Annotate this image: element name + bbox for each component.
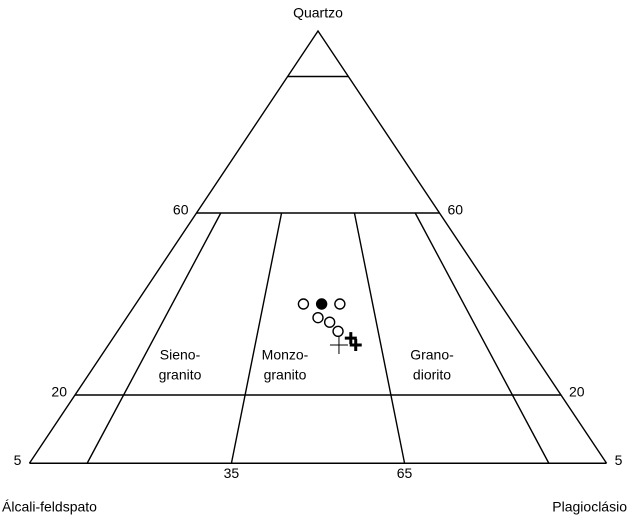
q-tick-label: 20 (569, 384, 585, 400)
field-label: Monzo- (262, 347, 309, 363)
vertex-label: Plagioclásio (552, 499, 627, 515)
sample-point (312, 311, 324, 324)
sample-point (297, 298, 310, 310)
sample-point (344, 332, 357, 345)
field-label: Sieno- (160, 347, 201, 363)
sample-point (315, 298, 328, 310)
sample-point (332, 325, 344, 337)
p-tick-label: 35 (224, 465, 240, 481)
field-label: diorito (413, 367, 451, 383)
q-tick-label: 5 (615, 452, 623, 468)
sample-point (323, 316, 336, 328)
field-label: granito (159, 367, 202, 383)
vertex-label: Álcali-feldspato (2, 499, 97, 515)
p-line (414, 212, 550, 464)
triangle-outline (28, 29, 608, 464)
p-line (353, 212, 406, 464)
sample-point (334, 298, 346, 310)
q-tick-label: 20 (51, 384, 67, 400)
sample-point (349, 338, 362, 351)
field-label: Grano- (410, 347, 454, 363)
p-line (86, 212, 222, 464)
p-line (230, 212, 283, 464)
vertex-label: Quartzo (293, 5, 343, 21)
sample-point (329, 335, 348, 354)
q-tick-label: 60 (448, 202, 464, 218)
p-tick-label: 65 (397, 465, 413, 481)
q-tick-label: 5 (14, 452, 22, 468)
q-tick-label: 60 (173, 202, 189, 218)
field-label: granito (264, 367, 307, 383)
